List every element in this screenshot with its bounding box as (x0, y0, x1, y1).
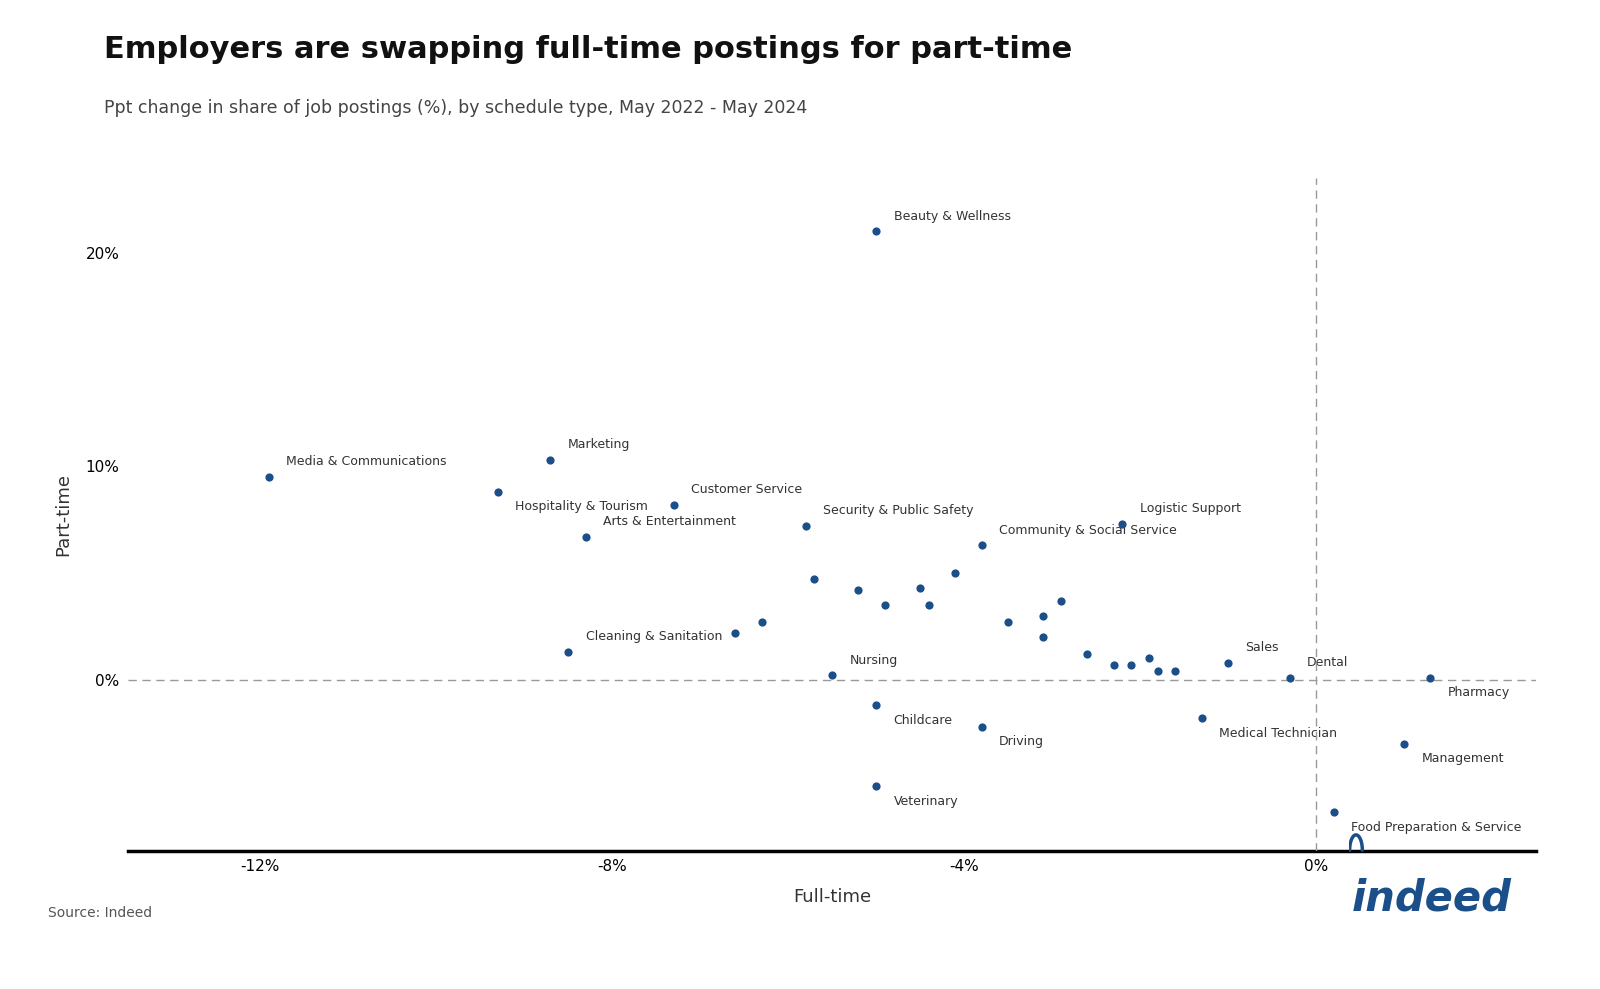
Text: Pharmacy: Pharmacy (1448, 686, 1510, 699)
Text: Ppt change in share of job postings (%), by schedule type, May 2022 - May 2024: Ppt change in share of job postings (%),… (104, 99, 808, 117)
Point (538, 452, 563, 468)
Point (256, 469, 282, 485)
Point (819, 668, 845, 683)
Point (1118, 657, 1144, 673)
Point (1320, 804, 1346, 820)
Point (1030, 608, 1056, 624)
Point (872, 597, 898, 613)
Point (864, 778, 890, 794)
Point (722, 625, 747, 641)
Point (915, 597, 941, 613)
Text: Customer Service: Customer Service (691, 484, 802, 496)
Text: Security & Public Safety: Security & Public Safety (824, 504, 974, 517)
Text: Cleaning & Sanitation: Cleaning & Sanitation (586, 630, 722, 644)
Point (1189, 710, 1214, 726)
Text: Community & Social Service: Community & Social Service (998, 524, 1178, 537)
Point (661, 496, 686, 512)
Point (995, 614, 1021, 630)
Point (970, 719, 995, 735)
Point (1110, 516, 1136, 532)
Point (1030, 629, 1056, 645)
Point (907, 580, 933, 595)
Text: Food Preparation & Service: Food Preparation & Service (1350, 821, 1522, 834)
Text: Driving: Driving (998, 735, 1045, 749)
Point (749, 614, 774, 630)
Point (1144, 664, 1170, 679)
Text: indeed: indeed (1352, 878, 1512, 920)
Point (1216, 655, 1242, 671)
Point (485, 484, 510, 499)
Point (1277, 670, 1302, 685)
Point (1162, 664, 1187, 679)
Point (802, 572, 827, 587)
Point (1418, 670, 1443, 685)
Point (846, 583, 872, 598)
Text: Beauty & Wellness: Beauty & Wellness (893, 210, 1011, 223)
Text: Medical Technician: Medical Technician (1219, 727, 1338, 740)
Text: Employers are swapping full-time postings for part-time: Employers are swapping full-time posting… (104, 35, 1072, 63)
Point (1101, 657, 1126, 673)
Point (1048, 592, 1074, 608)
Text: Source: Indeed: Source: Indeed (48, 906, 152, 920)
Point (1392, 736, 1418, 752)
Text: Dental: Dental (1307, 656, 1349, 670)
X-axis label: Full-time: Full-time (794, 888, 870, 906)
Text: Hospitality & Tourism: Hospitality & Tourism (515, 500, 648, 513)
Text: Arts & Entertainment: Arts & Entertainment (603, 515, 736, 528)
Text: Management: Management (1421, 753, 1504, 765)
Point (942, 565, 968, 581)
Text: Childcare: Childcare (893, 714, 952, 727)
Point (864, 224, 890, 239)
Point (1075, 646, 1101, 662)
Point (970, 537, 995, 553)
Point (864, 697, 890, 713)
Point (1136, 651, 1162, 667)
Text: Logistic Support: Logistic Support (1139, 502, 1242, 515)
Text: Veterinary: Veterinary (893, 795, 958, 808)
Point (792, 518, 818, 534)
Text: Sales: Sales (1245, 641, 1278, 654)
Text: Nursing: Nursing (850, 654, 898, 667)
Text: Media & Communications: Media & Communications (286, 455, 446, 469)
Point (573, 529, 598, 545)
Y-axis label: Part-time: Part-time (54, 473, 72, 556)
Point (555, 644, 581, 660)
Text: Marketing: Marketing (568, 438, 630, 451)
